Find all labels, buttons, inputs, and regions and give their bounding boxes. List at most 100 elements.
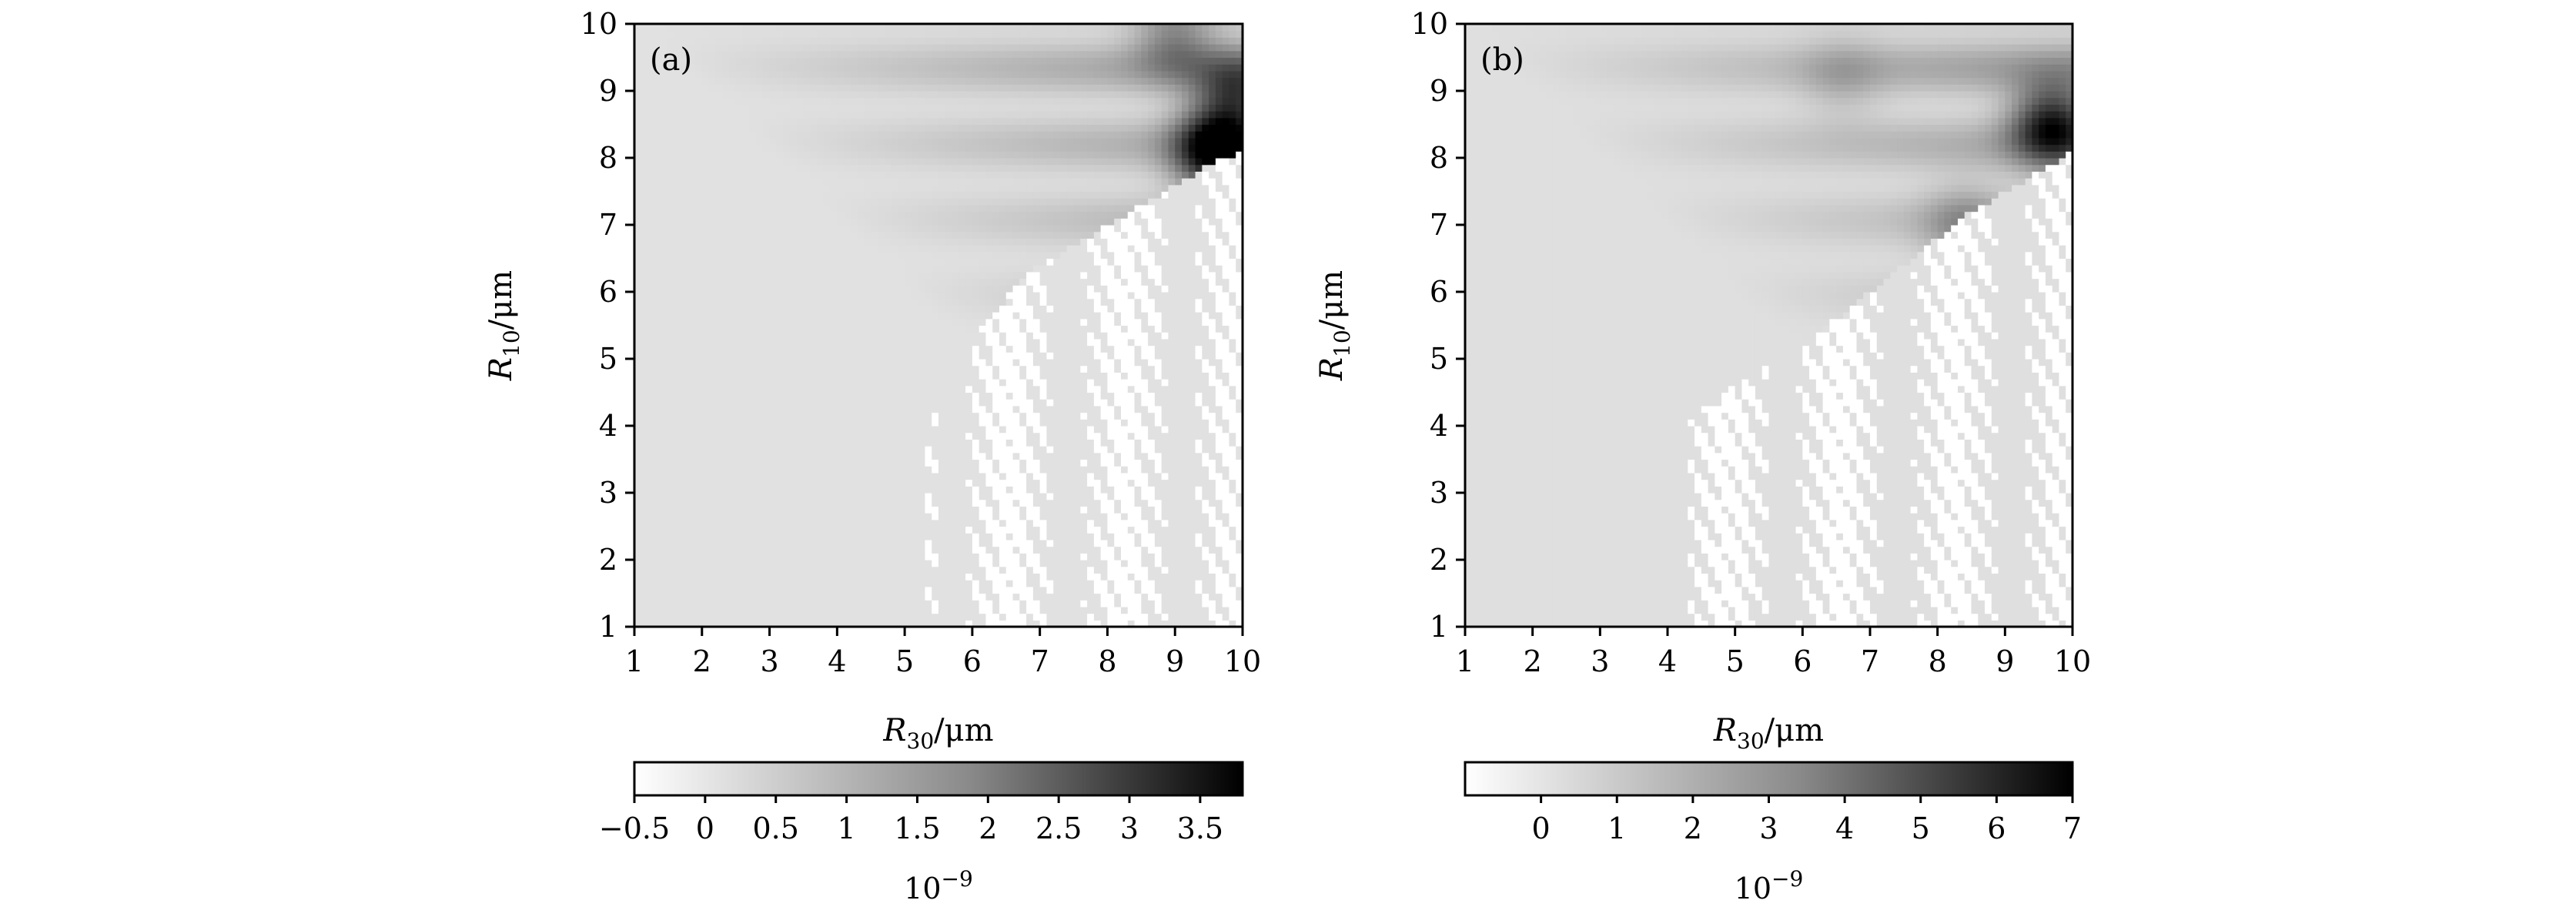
heatmap-cell: [823, 24, 831, 32]
heatmap-cell: [803, 258, 811, 266]
heatmap-cell: [654, 312, 662, 320]
heatmap-cell: [783, 613, 791, 621]
heatmap-cell: [837, 546, 845, 554]
heatmap-cell: [905, 164, 912, 172]
heatmap-cell: [905, 365, 912, 373]
heatmap-cell: [688, 593, 696, 601]
heatmap-cell: [695, 573, 703, 581]
heatmap-cell: [911, 606, 919, 614]
heatmap-cell: [769, 392, 777, 400]
heatmap-cell: [762, 225, 771, 233]
heatmap-cell: [641, 44, 649, 52]
heatmap-cell: [715, 245, 723, 253]
heatmap-cell: [776, 151, 784, 159]
heatmap-cell: [728, 164, 737, 172]
heatmap-cell: [999, 479, 1007, 487]
heatmap-cell: [823, 144, 831, 152]
heatmap-cell: [749, 198, 757, 206]
heatmap-cell: [918, 365, 926, 373]
heatmap-cell: [654, 606, 662, 614]
heatmap-cell: [817, 439, 825, 447]
heatmap-cell: [958, 560, 966, 567]
heatmap-cell: [722, 560, 730, 567]
heatmap-cell: [803, 204, 811, 213]
heatmap-cell: [647, 312, 655, 320]
heatmap-cell: [715, 613, 723, 621]
heatmap-cell: [985, 84, 993, 92]
heatmap-cell: [932, 97, 939, 105]
heatmap-cell: [837, 553, 845, 561]
heatmap-cell: [742, 533, 750, 540]
heatmap-cell: [932, 312, 939, 320]
heatmap-cell: [654, 164, 662, 172]
heatmap-cell: [891, 426, 898, 433]
heatmap-cell: [952, 459, 959, 467]
heatmap-cell: [674, 57, 683, 65]
heatmap-cell: [918, 479, 926, 487]
heatmap-cell: [749, 178, 757, 186]
heatmap-cell: [661, 325, 669, 333]
heatmap-cell: [756, 519, 764, 527]
heatmap-cell: [647, 452, 655, 460]
heatmap-cell: [661, 459, 669, 467]
heatmap-cell: [958, 593, 966, 601]
heatmap-cell: [715, 285, 723, 293]
heatmap-cell: [823, 84, 831, 92]
heatmap-cell: [972, 419, 980, 427]
heatmap-cell: [817, 338, 825, 346]
heatmap-cell: [742, 392, 750, 400]
heatmap-cell: [958, 526, 966, 534]
heatmap-cell: [776, 613, 784, 621]
heatmap-cell: [742, 211, 750, 219]
heatmap-cell: [789, 30, 798, 38]
heatmap-cell: [850, 191, 858, 199]
heatmap-cell: [999, 546, 1007, 554]
heatmap-cell: [674, 526, 683, 534]
heatmap-cell: [742, 97, 750, 105]
heatmap-cell: [728, 506, 737, 514]
heatmap-cell: [911, 30, 919, 38]
heatmap-cell: [952, 292, 959, 300]
heatmap-cell: [911, 385, 919, 393]
heatmap-cell: [857, 379, 865, 387]
heatmap-cell: [911, 218, 919, 226]
heatmap-cell: [837, 57, 845, 65]
heatmap-cell: [911, 104, 919, 112]
heatmap-cell: [803, 238, 811, 246]
heatmap-cell: [823, 332, 831, 340]
heatmap-cell: [789, 178, 798, 186]
heatmap-cell: [945, 439, 953, 447]
heatmap-cell: [695, 513, 703, 520]
heatmap-cell: [898, 44, 905, 52]
heatmap-cell: [817, 620, 825, 628]
heatmap-cell: [796, 265, 805, 273]
heatmap-cell: [796, 345, 805, 353]
heatmap-cell: [742, 258, 750, 266]
heatmap-cell: [857, 151, 865, 159]
heatmap-cell: [911, 372, 919, 380]
heatmap-cell: [776, 84, 784, 92]
heatmap-cell: [647, 513, 655, 520]
heatmap-cell: [783, 392, 791, 400]
heatmap-cell: [647, 359, 655, 366]
heatmap-cell: [701, 111, 710, 119]
heatmap-cell: [769, 30, 777, 38]
heatmap-cell: [857, 278, 865, 286]
heatmap-cell: [722, 392, 730, 400]
heatmap-cell: [641, 553, 649, 561]
heatmap-cell: [641, 124, 649, 132]
heatmap-cell: [715, 271, 723, 279]
heatmap-cell: [850, 385, 858, 393]
heatmap-cell: [891, 97, 898, 105]
heatmap-cell: [796, 452, 805, 460]
heatmap-cell: [905, 204, 912, 213]
heatmap-cell: [783, 292, 791, 300]
heatmap-cell: [796, 419, 805, 427]
heatmap-cell: [878, 258, 885, 266]
heatmap-cell: [742, 452, 750, 460]
heatmap-cell: [830, 533, 838, 540]
heatmap-cell: [823, 265, 831, 273]
heatmap-cell: [742, 312, 750, 320]
heatmap-cell: [728, 238, 737, 246]
heatmap-cell: [674, 600, 683, 607]
